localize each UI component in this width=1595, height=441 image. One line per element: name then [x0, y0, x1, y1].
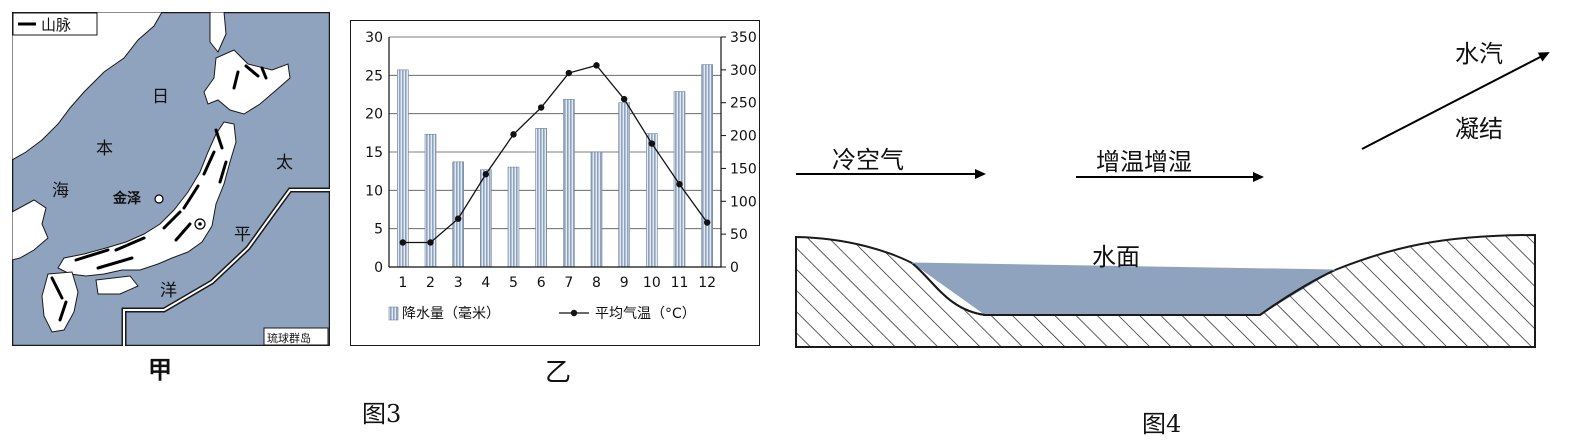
temperature-point: [454, 215, 462, 222]
place-label-tai: 太: [276, 153, 293, 173]
legend-label: 山脉: [41, 16, 72, 34]
y-right-tick-label: 250: [730, 96, 757, 112]
water-body: [912, 263, 1335, 315]
precipitation-bar: [480, 169, 492, 268]
temperature-point: [676, 181, 683, 188]
figure4-caption: 图4: [1142, 410, 1182, 438]
precipitation-bar: [590, 151, 603, 268]
precipitation-bar: [646, 133, 658, 268]
y-right-tick-label: 150: [730, 161, 757, 177]
temperature-point: [510, 131, 517, 138]
x-tick-label: 10: [643, 275, 661, 291]
warm-humid-label: 增温增湿: [1096, 148, 1192, 176]
x-tick-label: 5: [509, 275, 518, 291]
condensation-label: 凝结: [1455, 115, 1503, 143]
map-panel-label: 甲: [148, 356, 172, 384]
mainland: [11, 11, 163, 161]
precipitation-bar: [507, 166, 520, 268]
x-tick-label: 6: [537, 275, 546, 291]
precipitation-bar: [563, 99, 575, 268]
temperature-point: [648, 140, 656, 147]
vapor-rise-arrow: [1361, 52, 1550, 150]
legend-line-marker: [570, 309, 578, 317]
temperature-line: [402, 64, 708, 244]
precipitation-bar: [397, 69, 409, 268]
water-surface-line: [911, 262, 1336, 271]
temperature-point: [537, 104, 545, 111]
city-marker: [154, 194, 164, 204]
legend-precipitation-label: 降水量（毫米）: [402, 305, 500, 322]
korean-peninsula: [11, 199, 49, 261]
temperature-point: [593, 62, 600, 69]
y-left-tick-label: 30: [365, 30, 383, 46]
japan-map: 山脉 日 本 海 太 平 洋 金泽 琉球群岛: [11, 11, 331, 347]
y-left-tick-label: 25: [365, 68, 383, 84]
temperature-point: [703, 219, 711, 226]
temperature-point: [482, 171, 490, 178]
x-tick-label: 7: [564, 275, 573, 291]
vapor-label: 水汽: [1455, 40, 1503, 68]
y-left-tick-label: 20: [365, 107, 383, 123]
chart-panel-label: 乙: [545, 358, 572, 388]
mountain-ranges: [50, 64, 268, 322]
honshu-island: [57, 121, 237, 277]
legend-temperature-label: 平均气温（°C）: [595, 306, 696, 322]
shikoku-island: [95, 275, 139, 295]
y-left-tick-label: 5: [374, 222, 383, 238]
place-label-yang: 洋: [160, 281, 177, 301]
x-tick-label: 11: [671, 275, 689, 291]
city-label: 金泽: [113, 191, 141, 207]
y-right-tick-label: 200: [730, 129, 757, 145]
y-left-tick-label: 10: [365, 183, 383, 199]
y-right-tick-label: 50: [730, 227, 748, 243]
x-tick-label: 12: [698, 275, 716, 291]
water-bed-line: [911, 262, 1336, 316]
temperature-point: [427, 239, 434, 246]
precipitation-bar: [618, 102, 630, 268]
sakhalin-island: [209, 11, 227, 53]
x-tick-label: 8: [592, 275, 601, 291]
capital-marker-dot: [198, 222, 202, 226]
x-tick-label: 2: [426, 275, 435, 291]
x-tick-label: 4: [481, 275, 490, 291]
kyushu-island: [41, 271, 79, 333]
cold-air-label: 冷空气: [832, 146, 904, 174]
place-label-hai: 海: [52, 181, 69, 201]
y-right-tick-label: 350: [730, 30, 757, 46]
inset-frame-inner: [123, 189, 330, 346]
precipitation-bar: [424, 133, 437, 268]
hokkaido-island: [203, 49, 291, 115]
temperature-point: [620, 95, 628, 103]
temperature-point: [399, 239, 407, 246]
water-surface-label: 水面: [1092, 243, 1140, 271]
place-label-ri: 日: [152, 87, 169, 107]
precipitation-bar: [535, 128, 547, 268]
chart-frame: 0 5 10 15 20 25 30 0 50 100 150 200 250 300 350 1 2 3 4 5 6 7…: [350, 20, 760, 346]
figure3-caption: 图3: [362, 400, 402, 428]
y-right-tick-label: 0: [730, 260, 739, 276]
y-left-tick-label: 15: [365, 145, 383, 161]
legend-box: [12, 12, 98, 36]
x-tick-label: 9: [620, 275, 629, 291]
y-left-tick-label: 0: [374, 260, 383, 276]
x-tick-label: 1: [398, 275, 407, 291]
y-right-tick-label: 300: [730, 63, 757, 79]
inset-label: 琉球群岛: [267, 332, 311, 345]
place-label-ping: 平: [234, 225, 251, 245]
x-tick-label: 3: [454, 275, 463, 291]
place-label-ben: 本: [96, 139, 113, 159]
precipitation-bar: [701, 64, 713, 268]
temperature-point: [565, 69, 573, 77]
precipitation-bar: [452, 161, 464, 268]
fog-diagram: 冷空气 增温增湿 水汽 凝结 水面: [780, 20, 1585, 360]
y-right-tick-label: 100: [730, 194, 757, 210]
legend-bar-swatch: [388, 306, 399, 321]
inset-label-box: [263, 327, 329, 346]
